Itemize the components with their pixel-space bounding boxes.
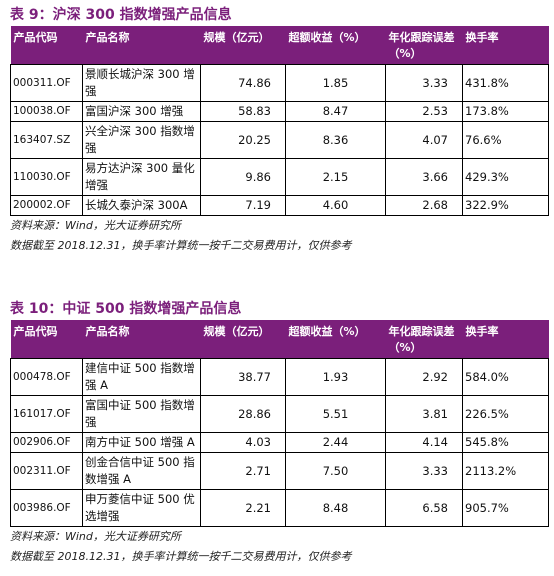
header-cell: 产品代码 (10, 26, 83, 65)
table-cell: 7.50 (285, 452, 386, 490)
table-cell: 2.15 (285, 158, 386, 196)
header-cell: 年化跟踪误差（%） (385, 26, 463, 65)
table-cell: 322.9% (462, 195, 549, 216)
header-cell: 年化跟踪误差（%） (385, 320, 463, 359)
header-cell: 规模（亿元） (200, 26, 286, 65)
table-cell: 2.44 (285, 432, 386, 453)
table-cell: 003986.OF (10, 489, 83, 527)
table-row: 100038.OF 富国沪深 300 增强 58.83 8.47 2.53 173.8% (10, 101, 549, 122)
note: 资料来源：Wind，光大证券研究所 (10, 219, 181, 232)
table-cell: 2113.2% (462, 452, 549, 490)
note: 数据截至 2018.12.31，换手率计算统一按千二交易费用计，仅供参考 (10, 550, 352, 563)
header-cell: 超额收益（%） (285, 320, 386, 359)
table-cell: 3.81 (385, 395, 463, 433)
table-cell: 8.48 (285, 489, 386, 527)
table-cell: 4.14 (385, 432, 463, 453)
table-cell: 100038.OF (10, 101, 83, 122)
table-row: 000311.OF 景顺长城沪深 300 增强 74.86 1.85 3.33 431.8… (10, 64, 549, 102)
table-cell: 200002.OF (10, 195, 83, 216)
table-cell: 000311.OF (10, 64, 83, 102)
header-cell: 产品代码 (10, 320, 83, 359)
table-block: 表 9：沪深 300 指数增强产品信息产品代码 产品名称 规模（亿元） 超额收益（%）… (10, 4, 549, 256)
note: 资料来源：Wind，光大证券研究所 (10, 530, 181, 543)
table-cell: 000478.OF (10, 358, 83, 396)
table-cell: 建信中证 500 指数增强 A (82, 358, 201, 396)
header-cell: 产品名称 (82, 320, 201, 359)
table-cell: 兴全沪深 300 指数增强 (82, 121, 201, 159)
note: 数据截至 2018.12.31，换手率计算统一按千二交易费用计，仅供参考 (10, 239, 352, 252)
header-cell: 超额收益（%） (285, 26, 386, 65)
table-cell: 110030.OF (10, 158, 83, 196)
table-cell: 161017.OF (10, 395, 83, 433)
table-cell: 28.86 (200, 395, 286, 433)
table-row: 003986.OF 申万菱信中证 500 优选增强 2.21 8.48 6.58 905.… (10, 489, 549, 527)
table-cell: 002906.OF (10, 432, 83, 453)
table-cell: 74.86 (200, 64, 286, 102)
table-cell: 226.5% (462, 395, 549, 433)
header-cell: 换手率 (462, 26, 549, 65)
table-cell: 545.8% (462, 432, 549, 453)
table-cell: 5.51 (285, 395, 386, 433)
table-cell: 1.85 (285, 64, 386, 102)
table-cell: 8.47 (285, 101, 386, 122)
table-cell: 4.60 (285, 195, 386, 216)
table: 产品代码 产品名称 规模（亿元） 超额收益（%） 年化跟踪误差（%） 换手率 000311.… (10, 26, 549, 216)
table-row: 163407.SZ 兴全沪深 300 指数增强 20.25 8.36 4.07 76.6% (10, 121, 549, 159)
table-cell: 景顺长城沪深 300 增强 (82, 64, 201, 102)
table-cell: 富国沪深 300 增强 (82, 101, 201, 122)
table-cell: 3.33 (385, 452, 463, 490)
table-cell: 38.77 (200, 358, 286, 396)
table-row: 200002.OF 长城久泰沪深 300A 7.19 4.60 2.68 322.9% (10, 195, 549, 216)
table-row: 002311.OF 创金合信中证 500 指数增强 A 2.71 7.50 3.33 21… (10, 452, 549, 490)
table-row: 000478.OF 建信中证 500 指数增强 A 38.77 1.93 2.92 584… (10, 358, 549, 396)
table-cell: 4.07 (385, 121, 463, 159)
table-cell: 长城久泰沪深 300A (82, 195, 201, 216)
table-cell: 429.3% (462, 158, 549, 196)
table-cell: 申万菱信中证 500 优选增强 (82, 489, 201, 527)
table-cell: 002311.OF (10, 452, 83, 490)
table-title: 表 10：中证 500 指数增强产品信息 (10, 301, 242, 317)
table-cell: 584.0% (462, 358, 549, 396)
table-cell: 富国中证 500 指数增强 (82, 395, 201, 433)
table-cell: 905.7% (462, 489, 549, 527)
table-cell: 1.93 (285, 358, 386, 396)
header-cell: 换手率 (462, 320, 549, 359)
table-cell: 3.33 (385, 64, 463, 102)
table-cell: 南方中证 500 增强 A (82, 432, 201, 453)
table-cell: 2.71 (200, 452, 286, 490)
table: 产品代码 产品名称 规模（亿元） 超额收益（%） 年化跟踪误差（%） 换手率 000478.… (10, 320, 549, 527)
table-cell: 58.83 (200, 101, 286, 122)
table-title: 表 9：沪深 300 指数增强产品信息 (10, 7, 232, 23)
table-cell: 173.8% (462, 101, 549, 122)
table-cell: 431.8% (462, 64, 549, 102)
table-row: 110030.OF 易方达沪深 300 量化增强 9.86 2.15 3.66 429.3… (10, 158, 549, 196)
table-cell: 76.6% (462, 121, 549, 159)
table-cell: 3.66 (385, 158, 463, 196)
table-cell: 易方达沪深 300 量化增强 (82, 158, 201, 196)
table-row: 161017.OF 富国中证 500 指数增强 28.86 5.51 3.81 226.5… (10, 395, 549, 433)
table-cell: 163407.SZ (10, 121, 83, 159)
header-cell: 规模（亿元） (200, 320, 286, 359)
header-cell: 产品名称 (82, 26, 201, 65)
table-cell: 9.86 (200, 158, 286, 196)
table-cell: 创金合信中证 500 指数增强 A (82, 452, 201, 490)
table-cell: 4.03 (200, 432, 286, 453)
table-cell: 2.53 (385, 101, 463, 122)
table-cell: 7.19 (200, 195, 286, 216)
table-cell: 2.92 (385, 358, 463, 396)
header-row: 产品代码 产品名称 规模（亿元） 超额收益（%） 年化跟踪误差（%） 换手率 (10, 26, 549, 65)
table-cell: 20.25 (200, 121, 286, 159)
header-row: 产品代码 产品名称 规模（亿元） 超额收益（%） 年化跟踪误差（%） 换手率 (10, 320, 549, 359)
table-cell: 8.36 (285, 121, 386, 159)
table-cell: 6.58 (385, 489, 463, 527)
table-row: 002906.OF 南方中证 500 增强 A 4.03 2.44 4.14 545.8% (10, 432, 549, 453)
table-cell: 2.21 (200, 489, 286, 527)
table-cell: 2.68 (385, 195, 463, 216)
table-block: 表 10：中证 500 指数增强产品信息产品代码 产品名称 规模（亿元） 超额收益（%… (10, 298, 549, 567)
